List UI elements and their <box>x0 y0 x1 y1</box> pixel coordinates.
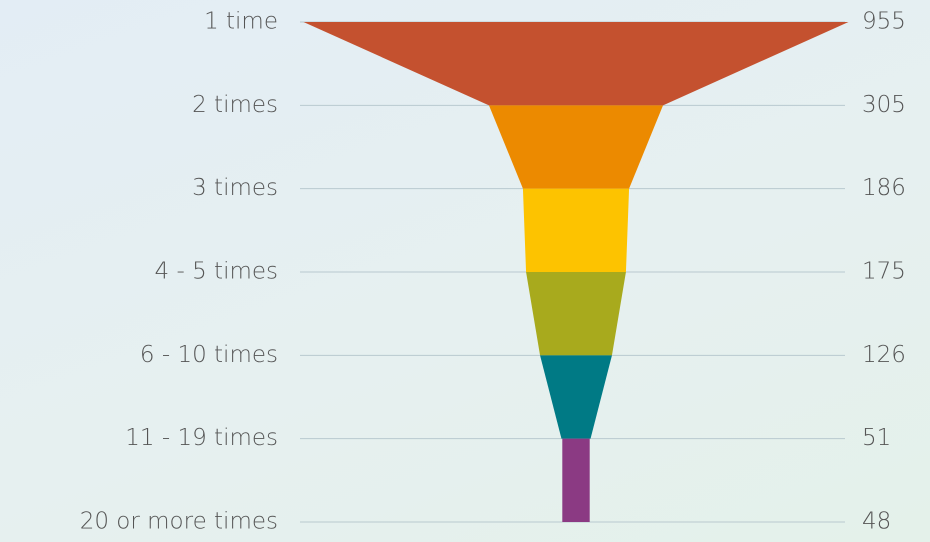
category-label: 6 - 10 times <box>140 342 278 368</box>
category-label: 11 - 19 times <box>125 425 278 451</box>
funnel-segment <box>522 188 630 272</box>
category-label: 3 times <box>192 175 278 201</box>
category-label: 4 - 5 times <box>155 259 278 285</box>
value-label: 175 <box>862 259 906 285</box>
category-label: 20 or more times <box>80 509 278 535</box>
funnel-segment <box>488 105 664 189</box>
category-label: 1 time <box>204 9 278 35</box>
funnel-segment <box>303 22 849 106</box>
funnel-segment <box>526 272 626 356</box>
value-label: 51 <box>862 425 891 451</box>
funnel-segment <box>540 355 612 439</box>
value-label: 305 <box>862 92 906 118</box>
value-label: 126 <box>862 342 906 368</box>
value-label: 48 <box>862 509 891 535</box>
value-label: 955 <box>862 9 906 35</box>
value-label: 186 <box>862 175 906 201</box>
category-label: 2 times <box>192 92 278 118</box>
funnel-segment <box>562 438 590 522</box>
